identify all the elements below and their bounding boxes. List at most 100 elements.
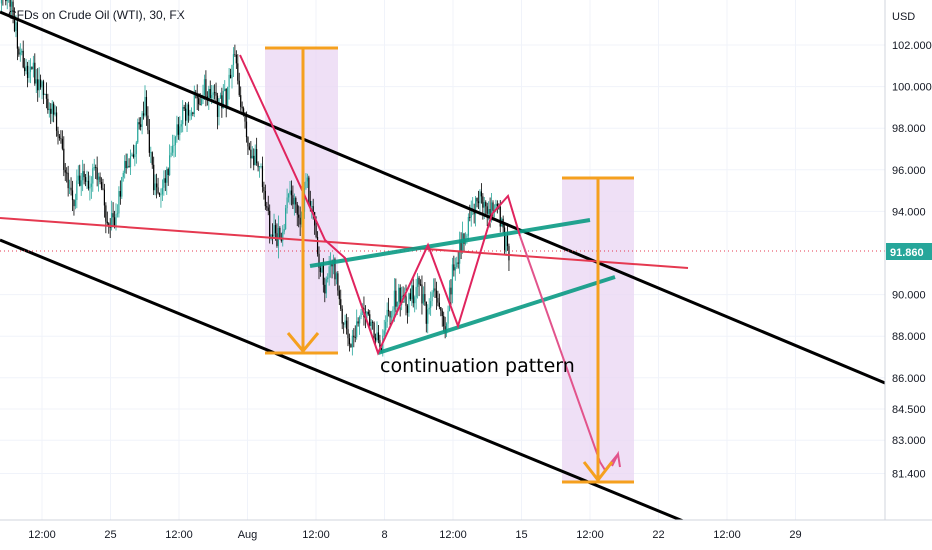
candle-body <box>396 301 398 307</box>
candle-body <box>390 316 393 318</box>
candle-body <box>129 156 132 168</box>
candle-body <box>237 63 239 81</box>
candle-body <box>142 113 145 116</box>
candle-body <box>272 234 274 237</box>
candle-body <box>182 107 184 125</box>
candle-body <box>256 149 258 164</box>
time-tick-label: 15 <box>515 529 527 541</box>
candle-body <box>221 95 223 109</box>
candle-body <box>312 206 314 213</box>
candle-body <box>163 178 165 188</box>
candle-body <box>376 332 378 341</box>
candle-body <box>322 263 324 285</box>
wedge-upper-line <box>309 218 591 268</box>
candle-body <box>115 214 117 228</box>
candle-body <box>359 317 361 324</box>
candle-body <box>290 190 293 196</box>
candle-body <box>79 175 81 186</box>
candle-body <box>327 277 329 280</box>
candle-body <box>71 190 74 201</box>
candle-body <box>245 121 248 138</box>
candle-body <box>446 323 448 334</box>
candle-body <box>492 202 494 211</box>
horizontal-support-line <box>0 217 689 269</box>
candle-body <box>273 225 275 237</box>
time-tick-label: Aug <box>238 529 258 541</box>
candle-body <box>22 50 24 68</box>
candle-body <box>167 169 169 176</box>
candle-body <box>395 290 397 307</box>
candle-body <box>161 187 163 195</box>
candle-body <box>370 322 372 327</box>
candle-body <box>305 181 307 189</box>
candle-body <box>227 87 229 107</box>
price-axis-ticks: 102.000 100.000 98.000 96.000 94.000 90.000 88… <box>892 40 932 480</box>
price-tick-label: 88.000 <box>892 331 926 343</box>
candle-body <box>215 92 217 96</box>
candle-body <box>311 206 313 207</box>
candle-body <box>315 225 317 237</box>
current-price-label: 91.860 <box>890 247 924 259</box>
candle-body <box>121 177 123 197</box>
candle-body <box>298 214 300 218</box>
candle-body <box>63 148 65 170</box>
time-tick-label: 12:00 <box>165 529 193 541</box>
candle-body <box>11 1 13 7</box>
candle-body <box>76 180 78 200</box>
candle-body <box>38 79 40 91</box>
candle-body <box>318 253 320 268</box>
candle-body <box>373 322 375 338</box>
candle-body <box>40 79 42 88</box>
candle-body <box>393 290 395 310</box>
candle-body <box>70 187 72 191</box>
candle-body <box>419 284 422 286</box>
candle-body <box>412 285 414 304</box>
price-tick-label: 102.000 <box>892 40 932 52</box>
candle-body <box>319 267 322 273</box>
candle-body <box>82 171 84 181</box>
candle-body <box>128 165 130 168</box>
candle-body <box>406 305 409 313</box>
candle-body <box>147 115 149 131</box>
candle-body <box>476 197 478 202</box>
candle-body <box>125 160 127 169</box>
candle-body <box>261 166 264 188</box>
candle-body <box>447 311 449 324</box>
candle-body <box>208 88 210 98</box>
candle-body <box>392 309 394 317</box>
candle-body <box>145 96 148 116</box>
time-tick-label: 12:00 <box>28 529 56 541</box>
candle-body <box>225 88 227 107</box>
candle-body <box>454 267 456 271</box>
candle-body <box>264 191 266 207</box>
candle-body <box>443 316 445 327</box>
candle-body <box>266 206 268 208</box>
candle-body <box>324 284 326 294</box>
candle-body <box>437 297 439 303</box>
candle-body <box>354 337 356 338</box>
candle-body <box>151 152 153 165</box>
candle-body <box>37 79 39 91</box>
price-tick-label: 84.500 <box>892 404 926 416</box>
candle-body <box>337 273 339 291</box>
candle-body <box>453 264 455 271</box>
candle-body <box>16 22 18 49</box>
candle-body <box>234 54 236 55</box>
candle-body <box>144 96 146 116</box>
candle-body <box>369 314 371 327</box>
channel-lower-line <box>0 238 685 520</box>
candle-body <box>32 62 34 70</box>
candle-body <box>179 126 181 135</box>
forecast-arrow-head <box>611 450 621 468</box>
candle-body <box>164 178 166 183</box>
candle-body <box>86 180 88 182</box>
candle-body <box>495 203 497 211</box>
candle-body <box>186 104 188 121</box>
candle-body <box>0 0 3 4</box>
candle-body <box>360 312 362 318</box>
candle-body <box>158 193 161 196</box>
candle-body <box>29 66 32 73</box>
candle-body <box>258 166 261 168</box>
candle-body <box>64 169 66 173</box>
